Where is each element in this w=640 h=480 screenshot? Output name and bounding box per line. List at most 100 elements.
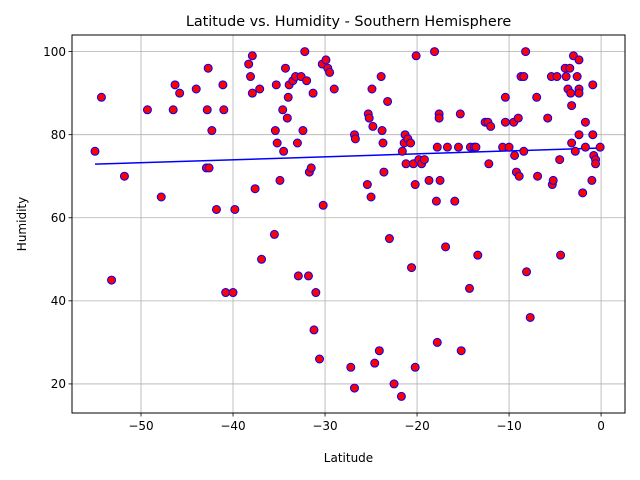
data-point (572, 72, 582, 82)
data-point (430, 47, 440, 57)
x-tick-label: −20 (404, 419, 429, 433)
x-tick-label: −40 (220, 419, 245, 433)
data-point (565, 63, 575, 73)
data-point (175, 88, 185, 98)
data-point (378, 138, 388, 148)
data-point (275, 175, 285, 185)
data-point (119, 171, 129, 181)
data-point (309, 325, 319, 335)
data-point (591, 159, 601, 169)
data-point (302, 76, 312, 86)
data-point (377, 126, 387, 136)
data-point (362, 180, 372, 190)
chart-title: Latitude vs. Humidity - Southern Hemisph… (186, 14, 511, 30)
data-point (486, 121, 496, 131)
data-point (453, 142, 463, 152)
data-point (247, 51, 257, 61)
data-point (567, 138, 577, 148)
data-point (374, 346, 384, 356)
data-point (510, 150, 520, 160)
data-point (298, 126, 308, 136)
data-point (168, 105, 178, 115)
data-point (532, 92, 542, 102)
data-point (96, 92, 106, 102)
data-point (325, 67, 335, 77)
data-point (329, 84, 339, 94)
data-point (484, 159, 494, 169)
data-point (272, 138, 282, 148)
data-point (366, 192, 376, 202)
y-tick-label: 60 (51, 211, 66, 225)
data-point (401, 159, 411, 169)
plot-frame (71, 34, 626, 414)
data-point (441, 242, 451, 252)
data-point (521, 47, 531, 57)
data-point (278, 105, 288, 115)
data-point (574, 88, 584, 98)
data-point (471, 142, 481, 152)
x-tick-label: −10 (496, 419, 521, 433)
data-point (435, 175, 445, 185)
data-point (228, 288, 238, 298)
data-point (456, 346, 466, 356)
data-point (300, 47, 310, 57)
data-point (566, 88, 576, 98)
data-point (533, 171, 543, 181)
data-point (389, 379, 399, 389)
data-point (367, 84, 377, 94)
data-point (368, 121, 378, 131)
data-point (519, 72, 529, 82)
data-point (410, 180, 420, 190)
data-point (321, 55, 331, 65)
data-point (271, 80, 281, 90)
data-point (522, 267, 532, 277)
data-point (219, 105, 229, 115)
y-tick-label: 100 (43, 45, 66, 59)
data-point (211, 204, 221, 214)
data-point (379, 167, 389, 177)
data-point (410, 362, 420, 372)
data-point (202, 105, 212, 115)
data-point (567, 101, 577, 111)
data-point (411, 51, 421, 61)
data-point (588, 80, 598, 90)
data-points (90, 47, 605, 401)
data-point (270, 126, 280, 136)
data-point (424, 175, 434, 185)
y-axis-ticks: 20 40 60 80 100 (43, 45, 72, 391)
data-point (349, 383, 359, 393)
y-axis-label: Humidity (15, 197, 29, 251)
data-point (396, 391, 406, 401)
data-point (595, 142, 605, 152)
data-point (350, 134, 360, 144)
data-point (246, 72, 256, 82)
data-point (473, 250, 483, 260)
data-point (250, 184, 260, 194)
data-point (587, 175, 597, 185)
data-point (218, 80, 228, 90)
data-point (293, 271, 303, 281)
data-point (578, 188, 588, 198)
data-point (513, 113, 523, 123)
data-point (431, 196, 441, 206)
data-point (556, 250, 566, 260)
data-point (384, 234, 394, 244)
data-point (432, 337, 442, 347)
data-point (432, 142, 442, 152)
data-point (303, 271, 313, 281)
y-tick-label: 40 (51, 294, 66, 308)
data-point (364, 113, 374, 123)
x-axis-label: Latitude (324, 451, 373, 465)
y-tick-label: 80 (51, 128, 66, 142)
data-point (574, 55, 584, 65)
data-point (204, 163, 214, 173)
data-point (383, 96, 393, 106)
data-point (406, 138, 416, 148)
data-point (555, 155, 565, 165)
data-point (370, 358, 380, 368)
data-point (450, 196, 460, 206)
data-point (90, 146, 100, 156)
data-point (107, 275, 117, 285)
